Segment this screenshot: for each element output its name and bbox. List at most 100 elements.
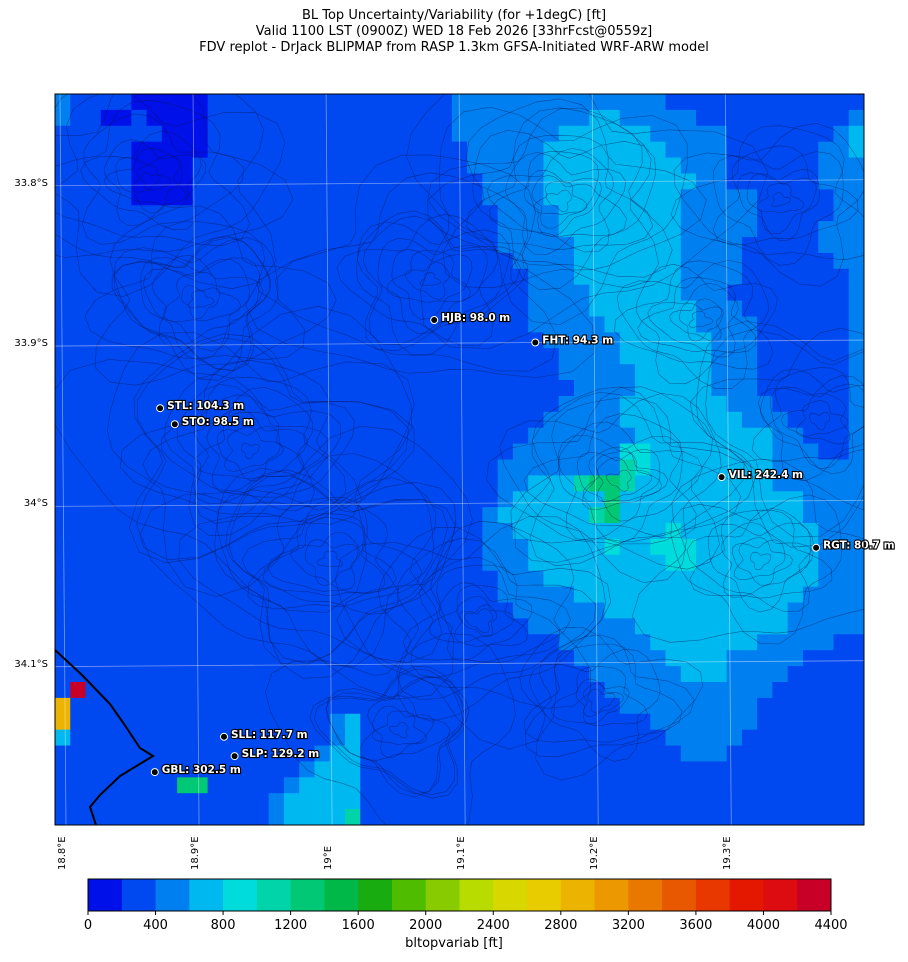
field-cell (741, 189, 758, 206)
field-cell (848, 237, 864, 254)
field-cell (131, 94, 148, 111)
field-cell (177, 554, 193, 572)
field-cell (436, 125, 453, 143)
field-cell (177, 666, 193, 683)
field-cell (268, 141, 285, 159)
field-cell (573, 491, 590, 508)
field-cell (573, 380, 590, 397)
field-cell (360, 475, 377, 492)
field-cell (238, 666, 255, 683)
field-cell (375, 364, 392, 381)
field-cell (238, 777, 255, 794)
field-cell (116, 602, 132, 620)
field-cell (116, 141, 132, 159)
field-cell (253, 777, 270, 794)
field-cell (558, 793, 575, 810)
field-cell (497, 125, 514, 143)
field-cell (146, 666, 163, 683)
contour-line (360, 695, 451, 761)
field-cell (421, 221, 438, 238)
field-cell (192, 348, 209, 365)
field-cell (558, 697, 575, 715)
field-cell (543, 380, 560, 397)
field-cell (451, 666, 468, 683)
field-cell (100, 570, 117, 588)
field-cell (467, 364, 483, 381)
colorbar-frame (87, 878, 832, 912)
field-cell (741, 697, 758, 715)
colorbar-bin (155, 879, 190, 911)
field-cell (604, 411, 621, 429)
field-cell (131, 348, 148, 365)
field-cell (772, 793, 789, 810)
field-cell (161, 268, 178, 286)
field-cell (421, 586, 438, 604)
field-cell (848, 554, 864, 572)
field-cell (665, 237, 682, 254)
field-cell (360, 729, 377, 747)
field-cell (848, 602, 864, 620)
field-cell (497, 157, 514, 175)
field-cell (680, 793, 697, 810)
field-cell (177, 141, 193, 159)
contour-line (377, 527, 612, 722)
field-cell (467, 173, 483, 190)
field-cell (116, 793, 132, 810)
field-cell (421, 189, 438, 206)
field-cell (238, 157, 255, 175)
field-cell (192, 586, 209, 604)
field-cell (573, 523, 590, 540)
field-cell (772, 364, 789, 381)
map-title-line-1: BL Top Uncertainty/Variability (for +1de… (301, 8, 607, 23)
field-cell (802, 554, 819, 572)
field-cell (512, 205, 529, 222)
field-cell (512, 650, 529, 667)
field-cell (146, 681, 163, 699)
field-cell (55, 729, 71, 747)
station-label-sto: STO: 98.5 m (182, 416, 254, 428)
field-cell (85, 666, 102, 683)
field-cell (604, 777, 621, 794)
field-cell (558, 284, 575, 302)
field-cell (116, 109, 132, 127)
field-cell (436, 395, 453, 413)
field-cell (451, 650, 468, 667)
field-cell (375, 618, 392, 635)
field-cell (818, 411, 835, 429)
field-cell (833, 316, 850, 333)
field-cell (619, 793, 636, 810)
field-cell (787, 252, 804, 270)
field-cell (55, 475, 71, 492)
field-cell (802, 300, 819, 318)
field-cell (696, 793, 712, 810)
field-cell (207, 554, 224, 572)
field-cell (726, 809, 743, 825)
field-cell (146, 380, 163, 397)
contour-line (164, 374, 355, 536)
field-cell (604, 125, 621, 143)
field-cell (848, 507, 864, 524)
field-cell (543, 809, 560, 825)
field-cell (177, 761, 193, 778)
field-cell (436, 570, 453, 588)
field-cell (467, 793, 483, 810)
field-cell (543, 554, 560, 572)
field-cell (299, 602, 316, 620)
field-cell (329, 252, 346, 270)
field-cell (558, 777, 575, 794)
field-cell (604, 268, 621, 286)
field-cell (436, 189, 453, 206)
field-cell (497, 205, 514, 222)
field-cell (711, 618, 728, 635)
field-cell (375, 681, 392, 699)
field-cell (665, 745, 682, 763)
field-cell (70, 443, 87, 461)
field-cell (726, 634, 743, 651)
field-cell (696, 554, 712, 572)
field-cell (329, 523, 346, 540)
contour-line (795, 400, 849, 437)
field-cell (604, 761, 621, 778)
contour-line (129, 333, 415, 563)
field-cell (70, 634, 87, 651)
field-cell (253, 586, 270, 604)
